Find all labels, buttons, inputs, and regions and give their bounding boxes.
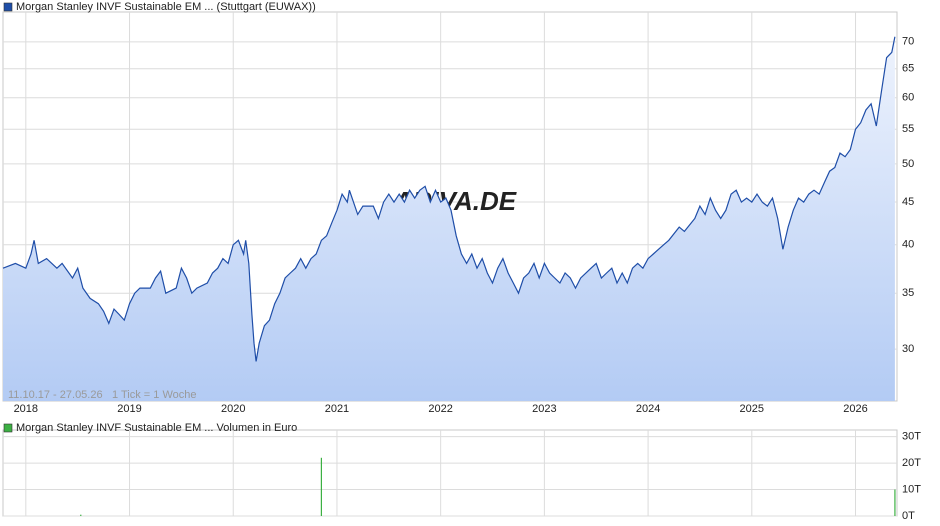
y-tick-label: 35 [902, 287, 914, 299]
price-line [2, 36, 896, 362]
x-tick-label: 2018 [14, 403, 38, 415]
y-tick-label: 30 [902, 343, 914, 355]
tick-note: 1 Tick = 1 Woche [112, 389, 196, 401]
y-tick-label: 10T [902, 483, 921, 495]
y-tick-label: 30T [902, 431, 921, 443]
y-tick-label: 45 [902, 196, 914, 208]
x-tick-label: 2019 [117, 403, 141, 415]
y-tick-label: 55 [902, 123, 914, 135]
x-tick-label: 2020 [221, 403, 245, 415]
x-tick-label: 2022 [428, 403, 452, 415]
x-tick-label: 2021 [325, 403, 349, 415]
x-tick-label: 2025 [740, 403, 764, 415]
volume-bar [80, 514, 82, 516]
y-tick-label: 0T [902, 510, 915, 522]
x-tick-label: 2023 [532, 403, 556, 415]
y-tick-label: 70 [902, 36, 914, 48]
y-tick-label: 40 [902, 239, 914, 251]
y-tick-label: 65 [902, 63, 914, 75]
area [3, 36, 895, 401]
y-tick-label: 50 [902, 158, 914, 170]
volume-bar [320, 457, 322, 516]
legend-swatch [3, 2, 13, 12]
legend-title: Morgan Stanley INVF Sustainable EM ... V… [16, 422, 297, 434]
plot-background [2, 429, 898, 517]
y-tick-label: 20T [902, 457, 921, 469]
legend-swatch [3, 423, 13, 433]
legend-title: Morgan Stanley INVF Sustainable EM ... (… [16, 1, 316, 13]
y-tick-label: 60 [902, 92, 914, 104]
volume-bar [894, 489, 896, 516]
date-range: 11.10.17 - 27.05.26 [8, 389, 103, 401]
x-tick-label: 2026 [843, 403, 867, 415]
x-tick-label: 2024 [636, 403, 660, 415]
